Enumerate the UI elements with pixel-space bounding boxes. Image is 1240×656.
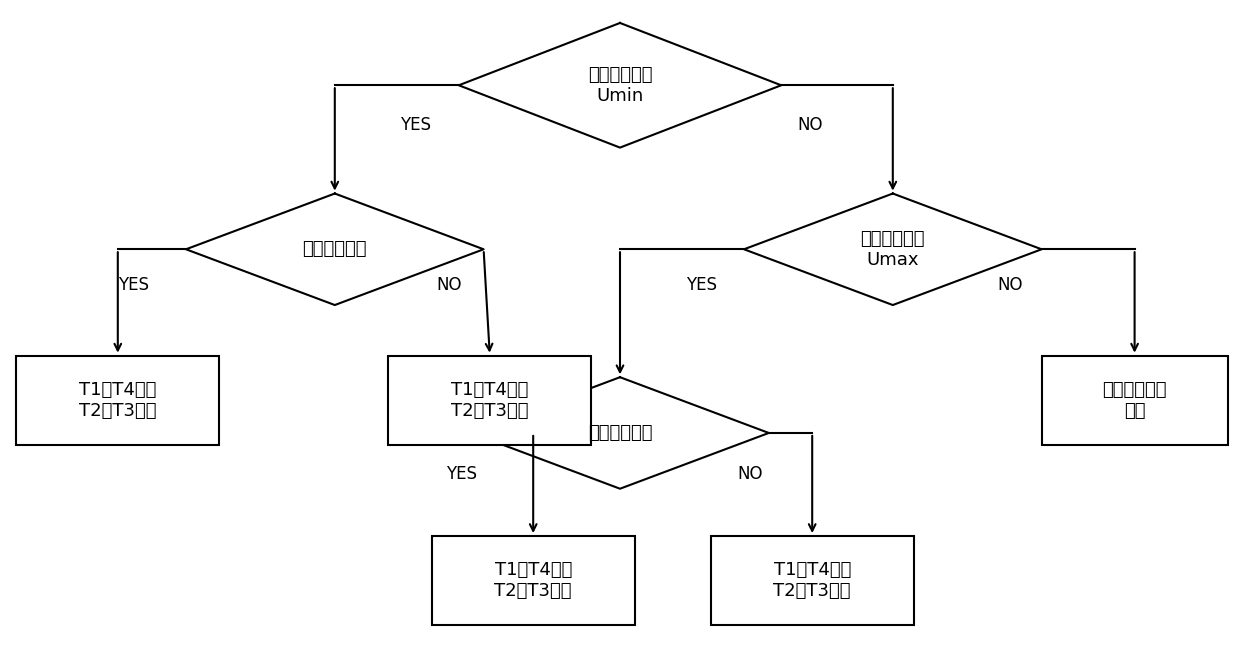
Text: YES: YES (446, 464, 476, 483)
Text: T1、T4关断
T2、T3导通: T1、T4关断 T2、T3导通 (451, 380, 528, 420)
Bar (432, 536, 635, 625)
Text: 直流电流为正: 直流电流为正 (303, 240, 367, 258)
Text: YES: YES (399, 115, 432, 134)
Bar (1042, 356, 1228, 445)
Text: NO: NO (797, 115, 822, 134)
Text: NO: NO (738, 464, 763, 483)
Text: YES: YES (118, 276, 149, 295)
Bar (16, 356, 219, 445)
Text: T1、T4导通
T2、T3关断: T1、T4导通 T2、T3关断 (79, 380, 156, 420)
Text: 保持原有触发
状态: 保持原有触发 状态 (1102, 380, 1167, 420)
Text: T1、T4关断
T2、T3导通: T1、T4关断 T2、T3导通 (495, 561, 572, 600)
Bar (388, 356, 591, 445)
Text: YES: YES (686, 276, 717, 295)
Text: 直流电流为正: 直流电流为正 (588, 424, 652, 442)
Text: 电容电压小于
Umin: 电容电压小于 Umin (588, 66, 652, 105)
Text: 电容电压大于
Umax: 电容电压大于 Umax (861, 230, 925, 269)
Text: NO: NO (436, 276, 461, 295)
Bar (711, 536, 914, 625)
Text: NO: NO (998, 276, 1023, 295)
Text: T1、T4导通
T2、T3关断: T1、T4导通 T2、T3关断 (774, 561, 851, 600)
